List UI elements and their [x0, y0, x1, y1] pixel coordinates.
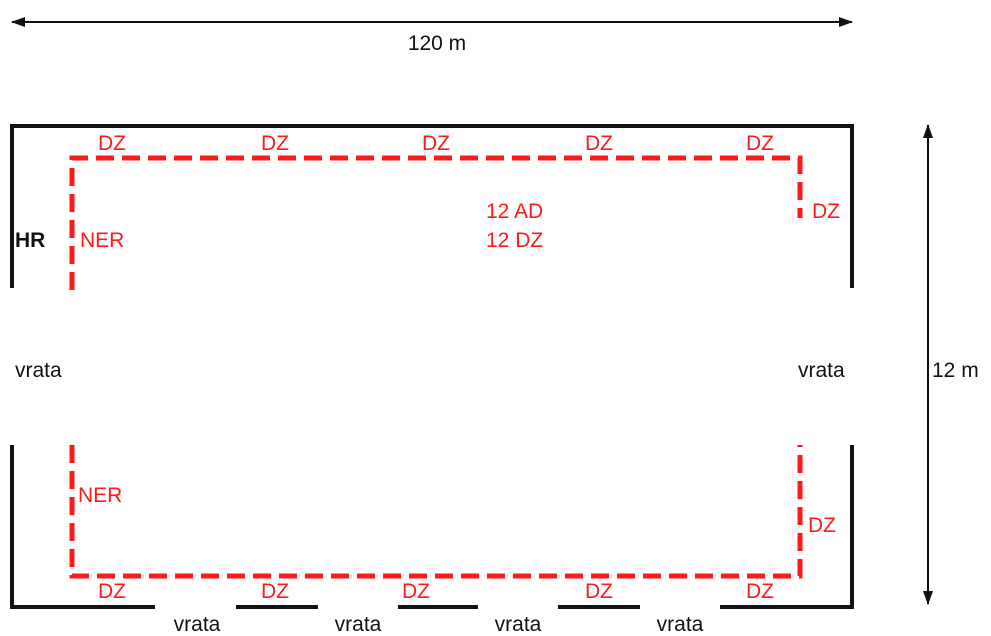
bottom-door-label: vrata — [495, 613, 542, 636]
building-walls — [10, 124, 854, 609]
top-dz-label: DZ — [585, 132, 613, 155]
bottom-dz-label: DZ — [261, 580, 289, 603]
bottom-dz-label: DZ — [402, 580, 430, 603]
left-door-label: vrata — [15, 359, 62, 382]
right-dz-label-top: DZ — [812, 200, 840, 223]
ner-label-bottom: NER — [78, 484, 122, 507]
top-dz-label: DZ — [422, 132, 450, 155]
bottom-dz-label: DZ — [98, 580, 126, 603]
center-label-dz: 12 DZ — [486, 229, 543, 252]
bottom-door-label: vrata — [335, 613, 382, 636]
hr-label: HR — [15, 229, 45, 252]
right-dz-label-bottom: DZ — [808, 514, 836, 537]
bottom-dz-label: DZ — [746, 580, 774, 603]
wall-bottom-left — [10, 445, 155, 609]
top-dz-labels: DZ DZ DZ DZ DZ — [98, 132, 774, 155]
bottom-door-label: vrata — [174, 613, 221, 636]
bottom-door-label: vrata — [657, 613, 704, 636]
width-dimension-label: 120 m — [408, 32, 466, 55]
route-top — [69, 155, 803, 290]
top-dz-label: DZ — [98, 132, 126, 155]
height-dimension-label: 12 m — [932, 359, 979, 382]
route-bottom — [69, 445, 803, 579]
top-dz-label: DZ — [261, 132, 289, 155]
center-label-ad: 12 AD — [486, 200, 543, 223]
top-dz-label: DZ — [746, 132, 774, 155]
bottom-door-labels: vrata vrata vrata vrata — [174, 613, 704, 636]
bottom-dz-label: DZ — [585, 580, 613, 603]
right-door-label: vrata — [798, 359, 845, 382]
ner-label-top: NER — [80, 229, 124, 252]
dashed-route — [69, 155, 803, 579]
wall-bottom-right — [720, 445, 854, 609]
bottom-dz-labels: DZ DZ DZ DZ DZ — [98, 580, 774, 603]
wall-top — [10, 124, 854, 288]
